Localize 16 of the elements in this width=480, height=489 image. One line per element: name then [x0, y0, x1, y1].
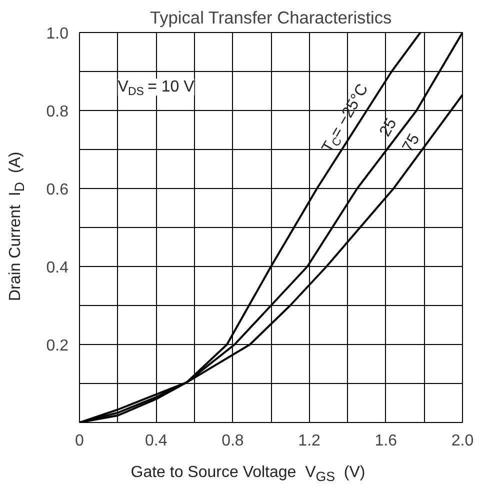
x-tick-label: 0.8: [222, 432, 244, 450]
x-tick-label: 2.0: [451, 432, 474, 450]
x-tick-label: 0: [75, 432, 84, 450]
y-tick-label: 0.2: [46, 338, 69, 354]
y-tick-label: 0.6: [46, 182, 69, 198]
x-tick-label: 0.4: [144, 432, 168, 450]
annotation: 25: [376, 116, 400, 140]
y-tick-label: 1.0: [46, 26, 69, 42]
annotation: 75: [400, 131, 424, 156]
chart-title: Typical Transfer Characteristics: [150, 8, 392, 28]
x-tick-label: 1.6: [374, 432, 398, 450]
x-axis-title: Gate to Source Voltage V$_{GS}$ (V): [130, 463, 366, 486]
annotation: TC= −25°C: [319, 81, 372, 156]
y-tick-label: 0.4: [46, 260, 69, 276]
y-tick-label: 0.8: [46, 104, 69, 120]
x-tick-label: 1.2: [298, 432, 321, 450]
